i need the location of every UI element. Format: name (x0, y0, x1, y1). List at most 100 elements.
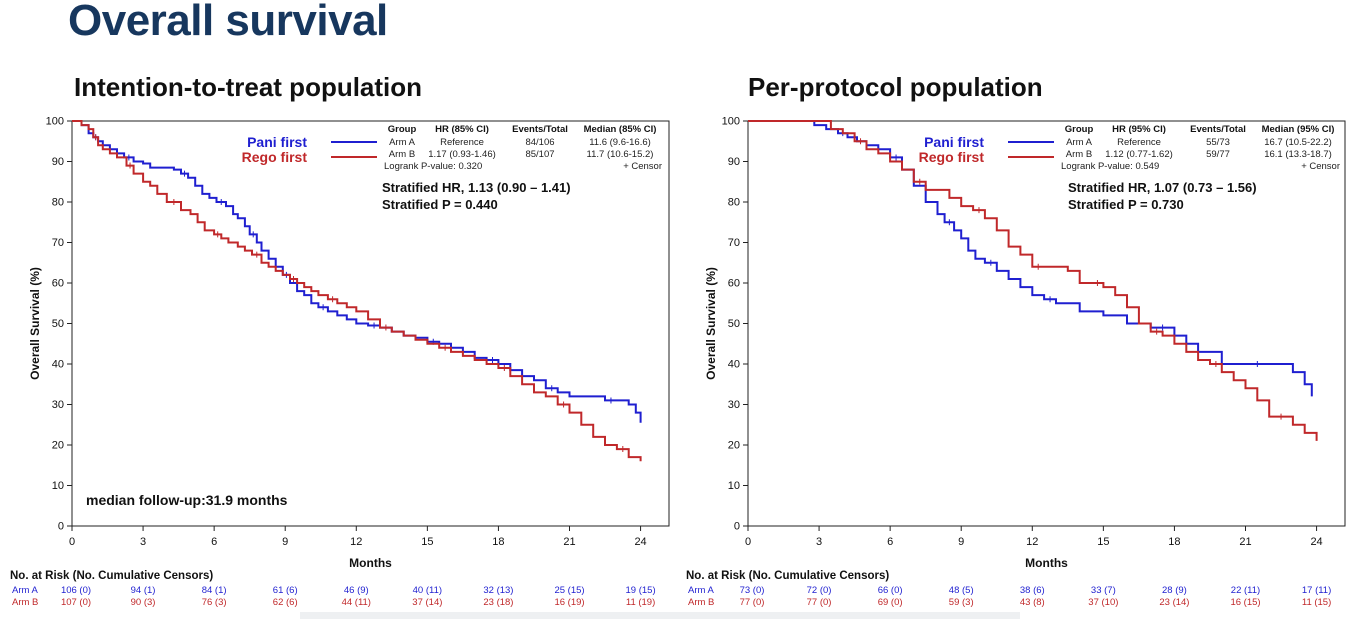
risk-row-label: Arm A (688, 585, 714, 596)
y-tick-label: 90 (728, 156, 740, 168)
censor-mark (127, 162, 134, 169)
risk-cell: 46 (9) (343, 585, 369, 596)
table-header: Group (1065, 124, 1094, 135)
table-cell: 85/107 (525, 149, 554, 160)
table-cell: 11.6 (9.6-16.6) (589, 137, 651, 148)
risk-cell: 66 (0) (877, 585, 903, 596)
x-tick-label: 3 (816, 536, 822, 548)
risk-cell: 23 (14) (1159, 597, 1190, 608)
risk-cell: 44 (11) (341, 597, 371, 608)
censor-mark (560, 401, 567, 408)
censor-mark (329, 296, 336, 303)
stratified-hr: Stratified HR, 1.13 (0.90 – 1.41) (382, 180, 571, 195)
risk-cell: 32 (13) (483, 585, 514, 596)
risk-cell: 72 (0) (806, 585, 832, 596)
table-header: HR (95% CI) (1112, 124, 1166, 135)
legend-label: Rego first (919, 149, 985, 165)
y-tick-label: 10 (52, 480, 64, 492)
censor-legend: + Censor (1301, 161, 1340, 172)
risk-cell: 11 (19) (625, 597, 656, 608)
censor-mark (548, 385, 555, 392)
risk-cell: 19 (15) (625, 585, 656, 596)
legend-label: Pani first (924, 134, 984, 150)
risk-cell: 77 (0) (739, 597, 765, 608)
risk-table-title: No. at Risk (No. Cumulative Censors) (10, 570, 214, 582)
risk-cell: 62 (6) (272, 597, 298, 608)
risk-cell: 90 (3) (130, 597, 156, 608)
table-cell: 11.7 (10.6-15.2) (587, 149, 654, 160)
table-cell: Arm A (1066, 137, 1093, 148)
censor-mark (607, 397, 614, 404)
censor-mark (1212, 361, 1219, 367)
table-cell: 1.12 (0.77-1.62) (1105, 149, 1173, 160)
y-tick-label: 40 (52, 359, 64, 371)
risk-cell: 84 (1) (201, 585, 227, 596)
x-tick-label: 12 (350, 536, 362, 548)
x-axis-label: Months (349, 556, 392, 570)
km-curve-arm-a (748, 120, 1313, 397)
table-cell: 16.7 (10.5-22.2) (1264, 137, 1332, 148)
y-tick-label: 30 (728, 399, 740, 411)
x-tick-label: 18 (492, 536, 504, 548)
y-tick-label: 50 (52, 318, 64, 330)
censor-mark (218, 199, 225, 205)
table-header: Median (85% CI) (584, 124, 657, 135)
censor-mark (916, 178, 923, 185)
risk-cell: 43 (8) (1019, 597, 1045, 608)
stratified-hr: Stratified HR, 1.07 (0.73 – 1.56) (1068, 180, 1257, 195)
y-tick-label: 10 (728, 480, 740, 492)
censor-mark (619, 446, 626, 453)
table-header: Events/Total (1190, 124, 1246, 135)
y-tick-label: 100 (46, 116, 64, 128)
censor-mark (1159, 324, 1166, 331)
risk-cell: 37 (10) (1088, 597, 1119, 608)
censor-mark (501, 365, 508, 372)
risk-cell: 59 (3) (948, 597, 974, 608)
y-tick-label: 0 (58, 521, 64, 533)
risk-cell: 11 (15) (1301, 597, 1332, 608)
censor-mark (1047, 296, 1054, 303)
risk-cell: 77 (0) (806, 597, 832, 608)
risk-cell: 40 (11) (412, 585, 443, 596)
x-tick-label: 21 (1239, 536, 1251, 548)
y-tick-label: 60 (728, 278, 740, 290)
km-curve-arm-b (72, 120, 642, 462)
x-tick-label: 18 (1168, 536, 1180, 548)
y-tick-label: 90 (52, 156, 64, 168)
censor-mark (382, 324, 389, 331)
table-cell: Reference (440, 137, 484, 148)
legend-label: Pani first (247, 134, 307, 150)
censor-mark (987, 259, 994, 266)
table-cell: Arm B (389, 149, 415, 160)
risk-cell: 61 (6) (272, 585, 298, 596)
panel-title: Per-protocol population (748, 72, 1043, 102)
censor-mark (250, 231, 257, 238)
table-cell: 84/106 (525, 137, 554, 148)
risk-cell: 76 (3) (201, 597, 227, 608)
stratified-p: Stratified P = 0.440 (382, 197, 498, 212)
censor-mark (442, 344, 449, 351)
x-tick-label: 6 (211, 536, 217, 548)
risk-cell: 16 (15) (1230, 597, 1261, 608)
risk-cell: 23 (18) (483, 597, 514, 608)
censor-mark (170, 199, 177, 205)
panel-title: Intention-to-treat population (74, 72, 423, 102)
table-cell: Arm B (1066, 149, 1092, 160)
table-cell: 1.17 (0.93-1.46) (428, 149, 496, 160)
risk-row-label: Arm A (12, 585, 38, 596)
follow-up-annotation: median follow-up:31.9 months (86, 492, 288, 508)
table-header: Group (388, 124, 417, 135)
censor-mark (489, 356, 496, 363)
risk-cell: 28 (9) (1162, 585, 1187, 596)
censor-mark (1153, 328, 1160, 335)
x-tick-label: 21 (563, 536, 575, 548)
risk-cell: 38 (6) (1019, 585, 1045, 596)
table-cell: 55/73 (1206, 137, 1230, 148)
slide-title: Overall survival (68, 0, 388, 45)
y-axis-label: Overall Survival (%) (28, 267, 42, 380)
censor-mark (1254, 361, 1261, 367)
x-tick-label: 9 (282, 536, 288, 548)
y-tick-label: 60 (52, 278, 64, 290)
logrank-p-value: Logrank P-value: 0.549 (1061, 161, 1159, 172)
censor-mark (290, 275, 297, 282)
